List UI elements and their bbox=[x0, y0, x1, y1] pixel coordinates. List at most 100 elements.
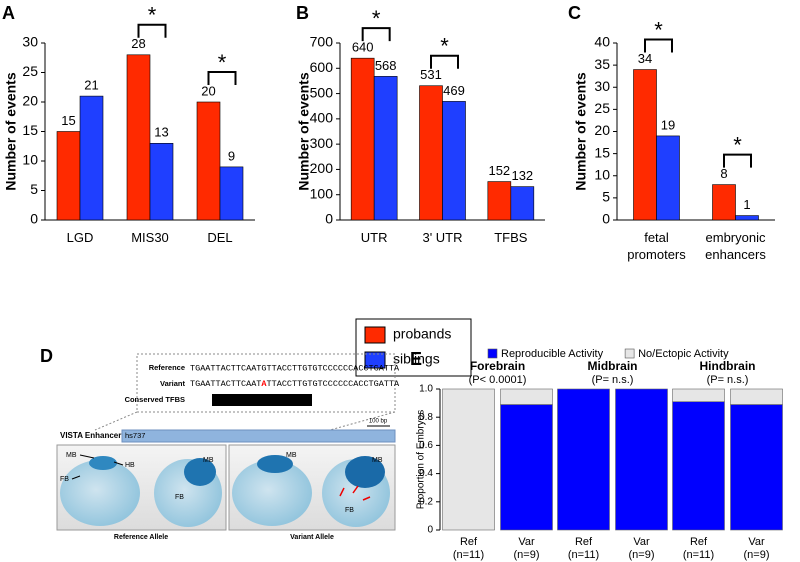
bar-segment bbox=[500, 404, 553, 531]
value-label: 34 bbox=[638, 51, 652, 66]
y-tick-label: 5 bbox=[602, 189, 610, 205]
y-tick-label: 0.4 bbox=[419, 468, 433, 479]
pointer bbox=[79, 454, 95, 459]
significance-bracket bbox=[207, 71, 237, 85]
bar-segment bbox=[615, 388, 668, 531]
y-tick-label: 35 bbox=[594, 56, 610, 72]
bar bbox=[656, 135, 680, 221]
x-tick-label-box: fetal promoters bbox=[627, 230, 686, 262]
y-tick-label: 200 bbox=[310, 160, 334, 176]
bar bbox=[633, 69, 657, 221]
y-tick-label: 700 bbox=[310, 34, 334, 50]
row-label: Reference bbox=[149, 363, 185, 372]
y-axis-title: Proportion of Embryos bbox=[416, 410, 427, 510]
significance-bracket bbox=[430, 54, 459, 69]
value-label: 19 bbox=[661, 117, 675, 132]
x-tick-label-box: MIS30 bbox=[131, 230, 169, 245]
bar-segment bbox=[730, 404, 783, 531]
reference-sequence: TGAATTACTTCAATGTTACCTTGTGTCCCCCCACCTGATT… bbox=[190, 363, 400, 373]
x-tick-label: fetal promoters bbox=[627, 230, 686, 262]
arrow bbox=[339, 487, 345, 497]
y-tick-label: 0 bbox=[30, 211, 38, 227]
y-tick-label: 25 bbox=[594, 100, 610, 116]
panel-label: A bbox=[2, 3, 15, 23]
y-tick-label: 0.2 bbox=[419, 496, 433, 507]
x-tick-label-box: TFBS bbox=[494, 230, 528, 245]
significance-label: * bbox=[372, 6, 381, 31]
y-tick-label: 1.0 bbox=[419, 384, 433, 395]
bar bbox=[712, 184, 736, 221]
x-tick-label: Ref bbox=[460, 536, 478, 548]
y-tick-label: 5 bbox=[30, 181, 38, 197]
enhancer-track bbox=[121, 429, 396, 443]
bar-segment bbox=[672, 388, 725, 402]
y-tick-label: 10 bbox=[594, 166, 610, 182]
bar bbox=[149, 143, 174, 221]
y-tick-label: 0.8 bbox=[419, 412, 433, 423]
image-caption: Reference Allele bbox=[114, 534, 168, 541]
zoom-box bbox=[136, 353, 396, 413]
embryo bbox=[232, 460, 312, 526]
bar bbox=[442, 101, 466, 221]
x-tick-note: (n=11) bbox=[568, 549, 599, 561]
x-tick-label: TFBS bbox=[494, 230, 528, 245]
tfbs-name: RFX1 bbox=[252, 395, 271, 404]
significance-bracket bbox=[723, 153, 752, 168]
value-label: 15 bbox=[61, 113, 75, 128]
region-label: FB bbox=[345, 507, 354, 514]
x-tick-label: Var bbox=[518, 536, 535, 548]
legend-label: siblings bbox=[393, 351, 440, 367]
x-tick-label: Var bbox=[748, 536, 765, 548]
value-label: 568 bbox=[375, 58, 397, 73]
y-tick-label: 15 bbox=[22, 122, 38, 138]
bar-segment bbox=[442, 388, 495, 531]
value-label: 469 bbox=[443, 83, 465, 98]
significance-label: * bbox=[218, 50, 227, 75]
significance-label: * bbox=[440, 34, 449, 59]
bar-segment bbox=[730, 388, 783, 405]
stain bbox=[257, 455, 293, 473]
zoom-line bbox=[329, 411, 396, 431]
value-label: 20 bbox=[201, 83, 215, 98]
arrow bbox=[352, 485, 359, 494]
legend-swatch bbox=[487, 348, 498, 359]
value-label: 8 bbox=[720, 166, 727, 181]
legend-label: Reproducible Activity bbox=[501, 348, 604, 360]
x-tick-note: (n=9) bbox=[744, 549, 770, 561]
legend-label: probands bbox=[393, 326, 451, 342]
y-tick-label: 25 bbox=[22, 63, 38, 79]
sequence-part: TGAATTACTTCAAT bbox=[190, 379, 261, 389]
y-tick-label: 0 bbox=[325, 211, 333, 227]
y-tick-label: 500 bbox=[310, 84, 334, 100]
variant-sequence: TGAATTACTTCAATATTACCTTGTGTCCCCCCACCTGATT… bbox=[190, 379, 400, 389]
x-tick-label: Ref bbox=[575, 536, 593, 548]
bar bbox=[735, 215, 759, 221]
stain bbox=[345, 456, 385, 488]
y-tick-label: 10 bbox=[22, 152, 38, 168]
legend-swatch bbox=[624, 348, 635, 359]
x-tick-note: (n=9) bbox=[629, 549, 655, 561]
scale-label: 100 bp bbox=[369, 419, 388, 425]
panel-label: D bbox=[40, 346, 53, 366]
region-label: MB bbox=[372, 457, 383, 464]
y-tick-label: 30 bbox=[594, 78, 610, 94]
y-tick-label: 0 bbox=[602, 211, 610, 227]
region-label: MB bbox=[66, 452, 77, 459]
y-tick-label: 40 bbox=[594, 34, 610, 50]
x-tick-label: UTR bbox=[360, 230, 388, 245]
row-label: Variant bbox=[160, 379, 186, 388]
x-tick-label: embryonic enhancers bbox=[705, 230, 766, 262]
variant-base: A bbox=[261, 379, 267, 389]
value-label: 28 bbox=[131, 36, 145, 51]
panel-label: E bbox=[410, 349, 422, 369]
pointer bbox=[71, 475, 81, 480]
group-name: Hindbrain bbox=[700, 359, 756, 373]
group-note: (P= n.s.) bbox=[592, 374, 634, 386]
x-tick-note: (n=11) bbox=[683, 549, 714, 561]
significance-label: * bbox=[148, 3, 157, 28]
significance-bracket bbox=[137, 23, 167, 38]
region-label: MB bbox=[203, 457, 214, 464]
bar bbox=[373, 76, 398, 221]
enhancer-id: hs737 bbox=[125, 431, 145, 440]
